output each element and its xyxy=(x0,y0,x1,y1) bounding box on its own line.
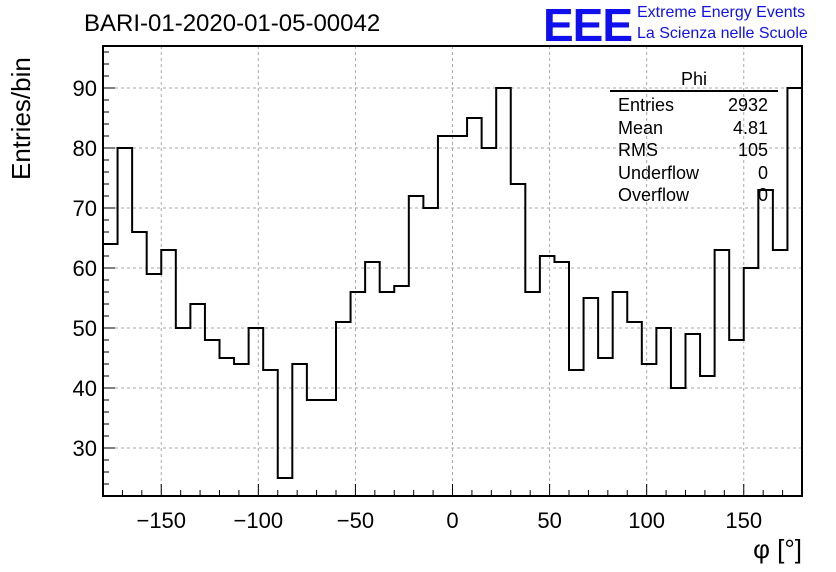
stats-row-entries: Entries 2932 xyxy=(610,94,778,117)
histogram-bin xyxy=(700,376,715,496)
x-tick-label: −50 xyxy=(337,508,374,533)
histogram-bin xyxy=(773,250,788,496)
histogram-bin xyxy=(103,244,118,496)
histogram-title: BARI-01-2020-01-05-00042 xyxy=(84,10,381,37)
histogram-bin xyxy=(758,190,773,496)
x-tick-label: 150 xyxy=(725,508,762,533)
stats-label: Underflow xyxy=(618,162,700,183)
x-tick-label: −100 xyxy=(234,508,284,533)
histogram-bin xyxy=(263,370,278,496)
y-tick-label: 50 xyxy=(73,316,97,341)
stats-row-mean: Mean 4.81 xyxy=(610,117,778,140)
stats-divider xyxy=(610,90,778,92)
y-axis-label: Entries/bin xyxy=(6,57,36,180)
stats-title: Phi xyxy=(680,69,707,89)
histogram-bin xyxy=(205,340,220,496)
histogram-bin xyxy=(409,196,424,496)
histogram-outline xyxy=(103,87,802,479)
histogram-bin xyxy=(190,304,205,496)
histogram-bin xyxy=(278,478,293,496)
histogram-bin xyxy=(394,286,409,496)
y-tick-label: 30 xyxy=(73,436,97,461)
histogram-bin xyxy=(176,328,191,496)
y-tick-label: 70 xyxy=(73,196,97,221)
stats-row-overflow: Overflow 0 xyxy=(610,184,778,207)
histogram-bin xyxy=(525,292,540,496)
y-tick-label: 80 xyxy=(73,136,97,161)
x-tick-label: 0 xyxy=(446,508,458,533)
histogram-bin xyxy=(686,334,701,496)
eee-logo-mark: EEE xyxy=(543,0,633,51)
histogram-bin xyxy=(423,208,438,496)
histogram-bin xyxy=(220,358,235,496)
histogram-bin xyxy=(453,136,468,496)
x-tick-label: 100 xyxy=(628,508,665,533)
stats-label: Entries xyxy=(618,95,675,115)
histogram-bin xyxy=(351,292,366,496)
histogram-bin xyxy=(729,340,744,496)
histogram-bin xyxy=(147,274,162,496)
stats-value: 4.81 xyxy=(732,117,768,138)
histogram-bin xyxy=(249,328,264,496)
histogram-bin xyxy=(292,364,307,496)
stats-label: Mean xyxy=(618,117,664,138)
histogram-bin xyxy=(365,262,380,496)
histogram-bin xyxy=(744,268,759,496)
histogram-bin xyxy=(584,298,599,496)
stats-label: RMS xyxy=(618,140,658,160)
histogram-bin xyxy=(482,148,497,496)
histogram-bin xyxy=(307,400,322,496)
histogram-bin xyxy=(613,292,628,496)
x-axis-label: φ [°] xyxy=(753,534,802,564)
y-tick-label: 60 xyxy=(73,256,97,281)
histogram-bin xyxy=(234,364,249,496)
histogram-bin xyxy=(161,250,176,496)
axis-ticks xyxy=(102,51,803,497)
stats-value: 0 xyxy=(757,162,768,183)
stats-value: 105 xyxy=(737,140,768,160)
histogram-bin xyxy=(627,322,642,496)
histogram-bin xyxy=(554,262,569,496)
histogram-bin xyxy=(438,136,453,496)
y-tick-label: 40 xyxy=(73,376,97,401)
histogram-bin xyxy=(787,88,802,496)
histogram-bin xyxy=(321,400,336,496)
stats-value: 2932 xyxy=(727,95,768,115)
histogram-bin xyxy=(132,232,147,496)
histogram-bin xyxy=(569,370,584,496)
histogram-bin xyxy=(656,328,671,496)
histogram-bin xyxy=(511,184,526,496)
stats-value: 0 xyxy=(757,185,768,205)
logo-line-1: Extreme Energy Events xyxy=(637,4,806,21)
y-tick-label: 90 xyxy=(73,76,97,101)
histogram-bin xyxy=(642,364,657,496)
histogram-bin xyxy=(715,250,730,496)
stats-box: Phi Entries 2932 Mean 4.81 RMS 105 Under… xyxy=(610,68,778,207)
histogram-bin xyxy=(598,358,613,496)
stats-row-underflow: Underflow 0 xyxy=(610,162,778,185)
histogram-bin xyxy=(467,118,482,496)
histogram-bin xyxy=(380,292,395,496)
logo-line-2: La Scienza nelle Scuole xyxy=(637,25,808,42)
histogram-bin xyxy=(496,88,511,496)
stats-row-rms: RMS 105 xyxy=(610,139,778,162)
histogram-bin xyxy=(671,388,686,496)
stats-label: Overflow xyxy=(618,185,690,205)
axis-tick-labels: −150 −100 −50 0 50 100 150 30 40 50 60 70 80 90 xyxy=(73,76,763,533)
histogram-bin xyxy=(336,322,351,496)
histogram-bin xyxy=(118,148,133,496)
histogram-bin xyxy=(540,256,555,496)
x-tick-label: 50 xyxy=(537,508,561,533)
grid-lines xyxy=(103,46,802,496)
x-tick-label: −150 xyxy=(136,508,186,533)
